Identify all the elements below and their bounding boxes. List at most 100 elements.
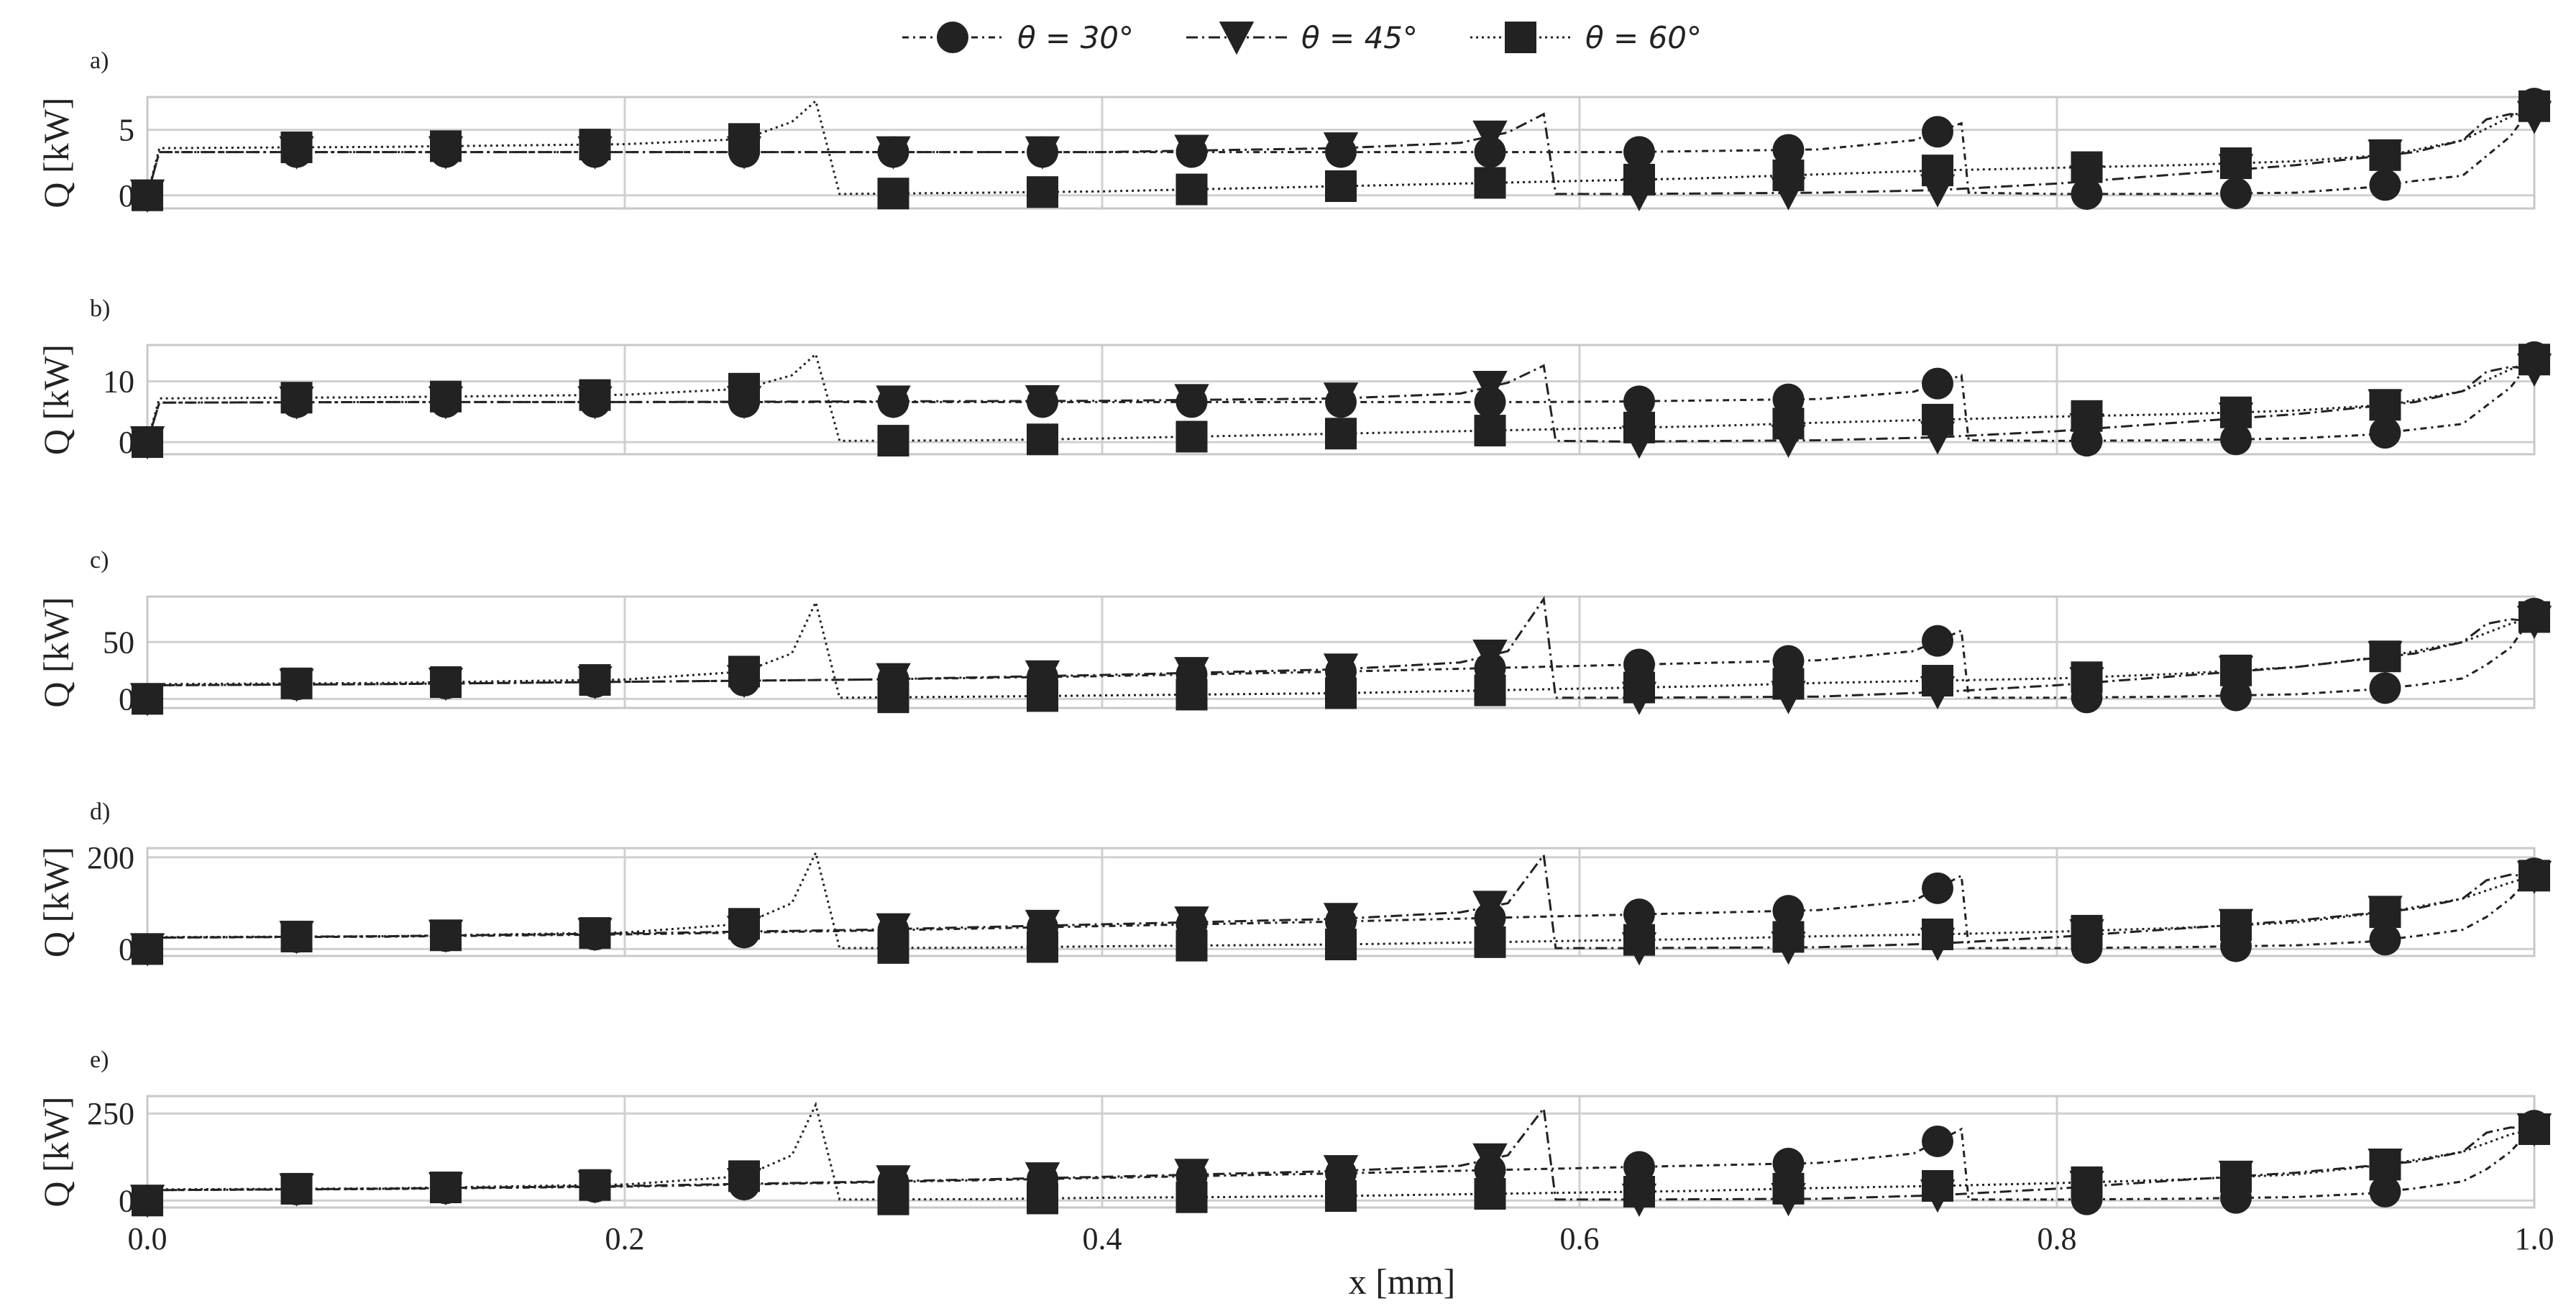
data-point [1175,1181,1208,1213]
data-point [1623,163,1655,196]
data-point [1472,120,1508,154]
data-point [1623,671,1655,704]
y-tick-label: 0 [119,681,134,717]
data-point [1323,903,1359,937]
data-point [2369,672,2401,704]
data-point [2220,1161,2252,1193]
chart-panel: 0 250 e) Q [kW] 0.0 0.2 0.4 0.6 0.8 1.0 [36,1046,2554,1256]
x-tick-label: 0.4 [1083,1221,1122,1256]
data-point [280,1172,313,1205]
series [132,344,2550,459]
plot-frame [146,344,2536,456]
data-point [132,1184,163,1217]
data-point [132,683,163,715]
legend-marker [1505,22,1536,53]
chart-panel: 0 5 a) Q [kW] [36,47,2552,213]
legend-label: θ = 60° [1585,20,1702,55]
data-point [876,663,911,696]
data-point [1027,931,1058,963]
data-point [1772,134,1805,166]
data-point [2369,640,2401,673]
data-point [2220,654,2252,686]
data-point [1175,678,1208,711]
data-point [2220,178,2252,210]
data-point [2369,389,2401,421]
data-point [1772,383,1805,415]
data-point [1772,921,1805,953]
data-point [1174,906,1209,940]
data-point [877,1183,909,1215]
data-point [1174,657,1209,691]
data-point [2518,1113,2550,1146]
data-point [2369,896,2401,929]
data-point [2071,914,2103,947]
data-point [430,919,462,952]
data-point [1922,1169,1953,1202]
y-axis-label: Q [kW] [36,97,76,208]
data-point [430,380,462,413]
y-tick-label: 0 [119,932,134,967]
data-point [1922,872,1953,904]
data-point [1474,167,1506,199]
series-line [147,1105,2535,1202]
data-point [2518,90,2550,122]
data-point [280,921,313,953]
data-point [876,913,911,947]
chart-panel: 0 10 b) Q [kW] [36,295,2552,460]
data-point [579,129,611,161]
y-tick-label: 250 [87,1096,134,1131]
chart-panel: 0 200 d) Q [kW] [36,799,2552,967]
data-point [1025,136,1060,170]
data-point [728,908,760,940]
data-point [1323,382,1359,416]
data-point [280,667,313,699]
x-tick-label: 0.6 [1560,1221,1600,1256]
data-point [1027,176,1058,208]
data-point [1772,895,1805,927]
chart-panels: 0 5 a) Q [kW] 0 10 b) Q [kW] 0 50 c) Q [kW] 0 200 d) Q … [36,47,2554,1256]
y-tick-label: 0 [119,178,134,213]
data-point [1025,385,1060,419]
series-line [146,351,2535,443]
y-tick-label: 200 [87,840,134,875]
data-point [1474,415,1506,447]
data-point [2071,400,2103,432]
data-point [1922,625,1953,657]
data-point [728,1160,760,1192]
series-line [146,849,2535,950]
data-point [280,382,313,414]
legend: θ = 30° θ = 45° θ = 60° [902,20,1702,55]
data-point [1474,1177,1506,1210]
data-point [2518,860,2550,892]
panel-label: a) [90,47,109,74]
data-point [2220,909,2252,942]
panel-label: d) [90,799,110,825]
data-point [1174,134,1209,168]
legend-entry: θ = 30° [902,20,1134,55]
panel-label: b) [90,295,110,322]
y-tick-label: 10 [103,364,134,400]
data-point [1922,116,1953,148]
data-point [1772,408,1805,440]
data-point [1922,155,1953,187]
data-point [1772,668,1805,700]
data-point [1025,1162,1060,1196]
data-point [1323,1155,1359,1189]
data-point [132,933,163,965]
data-point [1623,898,1655,931]
data-point [1623,1151,1655,1183]
data-point [1472,371,1508,405]
data-point [579,1169,611,1201]
data-point [1325,170,1357,202]
data-point [1325,929,1357,961]
data-point [1474,926,1506,958]
x-tick-label: 0.0 [128,1221,168,1256]
data-point [876,1165,911,1199]
data-point [1325,1180,1357,1213]
y-axis-label: Q [kW] [36,1096,76,1207]
data-point [2071,151,2103,183]
legend-label: θ = 45° [1301,20,1418,55]
series [132,90,2550,211]
data-point [1174,384,1209,418]
chart-panel: 0 50 c) Q [kW] [36,547,2552,717]
